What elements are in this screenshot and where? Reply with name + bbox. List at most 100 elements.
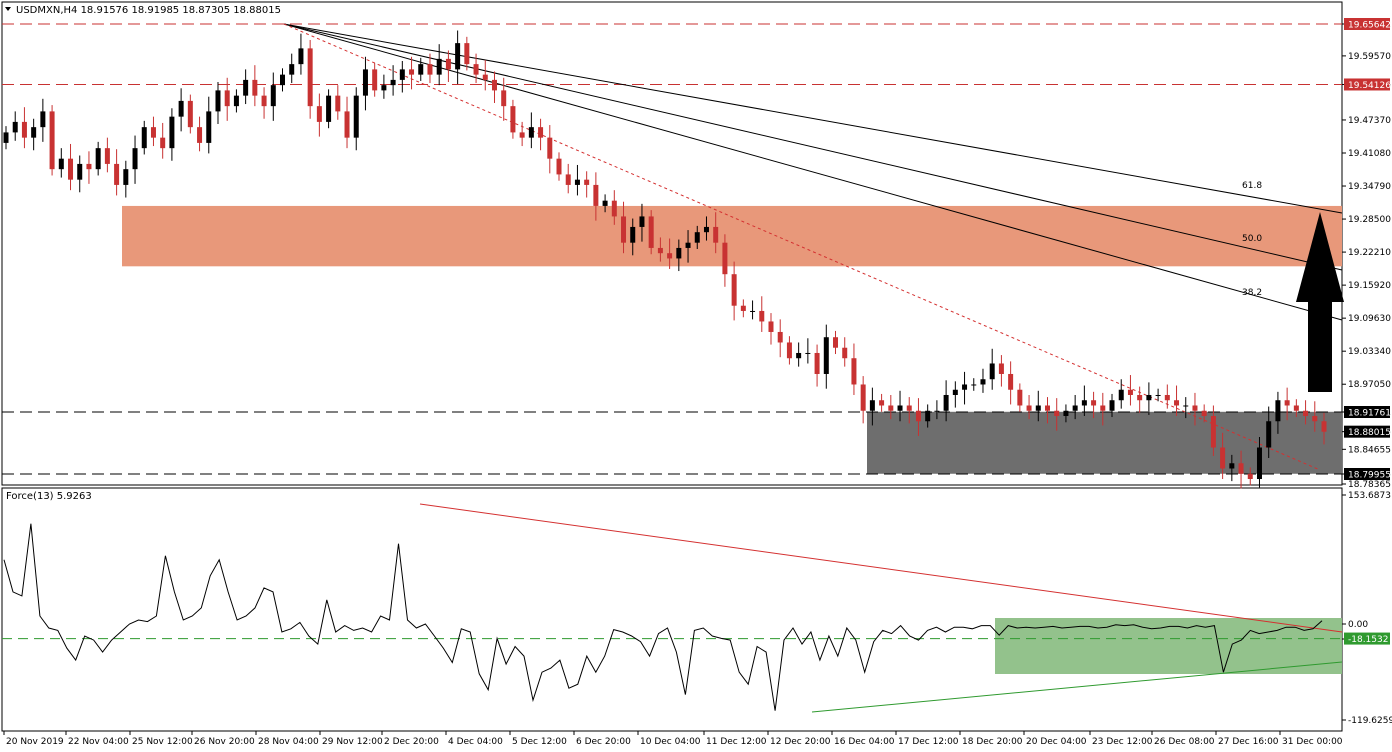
time-tick-label: 10 Dec 04:00 (640, 737, 701, 747)
candle-body (1137, 394, 1143, 401)
force-support-trendline (811, 661, 1343, 713)
price-tick-label: 19.41080 (1348, 149, 1391, 159)
candle-body (1155, 394, 1161, 396)
candle-body (141, 127, 147, 149)
price-badge-label: 18.91761 (1348, 408, 1391, 418)
price-badge (1344, 468, 1390, 480)
candle-body (40, 111, 46, 128)
price-badge (1344, 405, 1390, 418)
candle-body (888, 405, 894, 411)
force-resistance-trendline (419, 503, 1343, 633)
candle-body (31, 127, 37, 138)
price-tick-label: 19.59570 (1348, 52, 1391, 62)
candle-body (399, 69, 405, 80)
candle-body (611, 200, 617, 217)
candle-body (316, 106, 322, 122)
candle-body (879, 400, 885, 406)
price-tick-label: 19.03340 (1348, 347, 1391, 357)
force-index-line (3, 523, 1323, 711)
candle-body (132, 148, 138, 170)
candle-body (1054, 410, 1060, 416)
price-badge (1344, 78, 1390, 91)
candle-body (962, 384, 968, 390)
candle-body (270, 85, 276, 107)
symbol-dropdown-icon[interactable] (5, 7, 11, 11)
candle-body (1275, 400, 1281, 422)
fib-level-label: 61.8 (1242, 181, 1262, 191)
price-badge-label: 18.79955 (1348, 471, 1391, 481)
price-tick-label: 19.15920 (1348, 281, 1391, 291)
candle-body (731, 274, 737, 306)
candle-body (1183, 405, 1189, 407)
force-consolidation-zone (995, 618, 1342, 674)
candle-body (713, 226, 719, 243)
candle-body (1229, 463, 1235, 469)
chart-title: USDMXN,H4 18.91576 18.91985 18.87305 18.… (16, 5, 281, 16)
candle-body (436, 58, 442, 75)
candle-body (565, 174, 571, 185)
candle-body (851, 358, 857, 385)
price-tick-label: 18.78365 (1348, 480, 1391, 490)
force-tick-label: 153.6873 (1348, 491, 1391, 501)
candle-body (925, 410, 931, 422)
price-tick-label: 18.84655 (1348, 445, 1391, 455)
candle-body (224, 90, 230, 107)
candle-body (307, 48, 313, 107)
candle-body (1192, 405, 1198, 411)
support-zone (867, 411, 1342, 474)
time-tick-label: 4 Dec 04:00 (448, 737, 503, 747)
candle-body (796, 352, 802, 359)
time-tick-label: 27 Dec 16:00 (1218, 737, 1279, 747)
candle-body (150, 127, 156, 138)
candle-body (833, 337, 839, 348)
candle-body (805, 352, 811, 354)
candle-body (593, 184, 599, 206)
candle-body (869, 400, 875, 411)
candle-body (768, 321, 774, 332)
force-tick-label: 0.00 (1348, 620, 1368, 630)
price-badge (1344, 425, 1390, 438)
candle-body (1044, 405, 1050, 411)
candle-body (243, 79, 249, 96)
time-tick-label: 31 Dec 00:00 (1282, 737, 1343, 747)
price-tick-label: 19.09630 (1348, 314, 1391, 324)
candle-body (860, 384, 866, 411)
candle-body (261, 95, 267, 107)
indicator-title: Force(13) 5.9263 (6, 491, 92, 502)
candle-body (491, 79, 497, 91)
candle-body (464, 43, 470, 65)
candle-body (750, 310, 756, 312)
candle-body (915, 410, 921, 422)
candle-body (3, 132, 9, 143)
candle-body (12, 121, 18, 133)
price-badge-label: 19.54126 (1348, 81, 1391, 91)
candle-body (114, 163, 120, 185)
candle-body (906, 405, 912, 411)
candle-body (528, 127, 534, 138)
candle-body (58, 158, 64, 170)
candle-body (621, 216, 627, 243)
candle-body (519, 132, 525, 138)
time-tick-label: 16 Dec 04:00 (834, 737, 895, 747)
candle-body (455, 43, 461, 70)
candle-body (980, 379, 986, 385)
candle-body (233, 95, 239, 107)
candle-body (501, 90, 507, 107)
candle-body (187, 100, 193, 128)
candle-body (381, 85, 387, 91)
candle-body (998, 363, 1004, 374)
up-arrow-icon (1296, 212, 1344, 392)
candle-body (362, 69, 368, 96)
candle-body (1293, 405, 1299, 411)
candle-body (1063, 410, 1069, 416)
candle-body (409, 69, 415, 75)
candle-body (676, 247, 682, 259)
force-tick-label: -119.6259 (1348, 716, 1392, 726)
candle-body (473, 64, 479, 75)
candle-body (160, 137, 166, 149)
fib-fan-line (283, 23, 1343, 214)
time-tick-label: 22 Nov 04:00 (68, 737, 129, 747)
candle-body (1220, 447, 1226, 469)
candle-body (1256, 447, 1262, 480)
